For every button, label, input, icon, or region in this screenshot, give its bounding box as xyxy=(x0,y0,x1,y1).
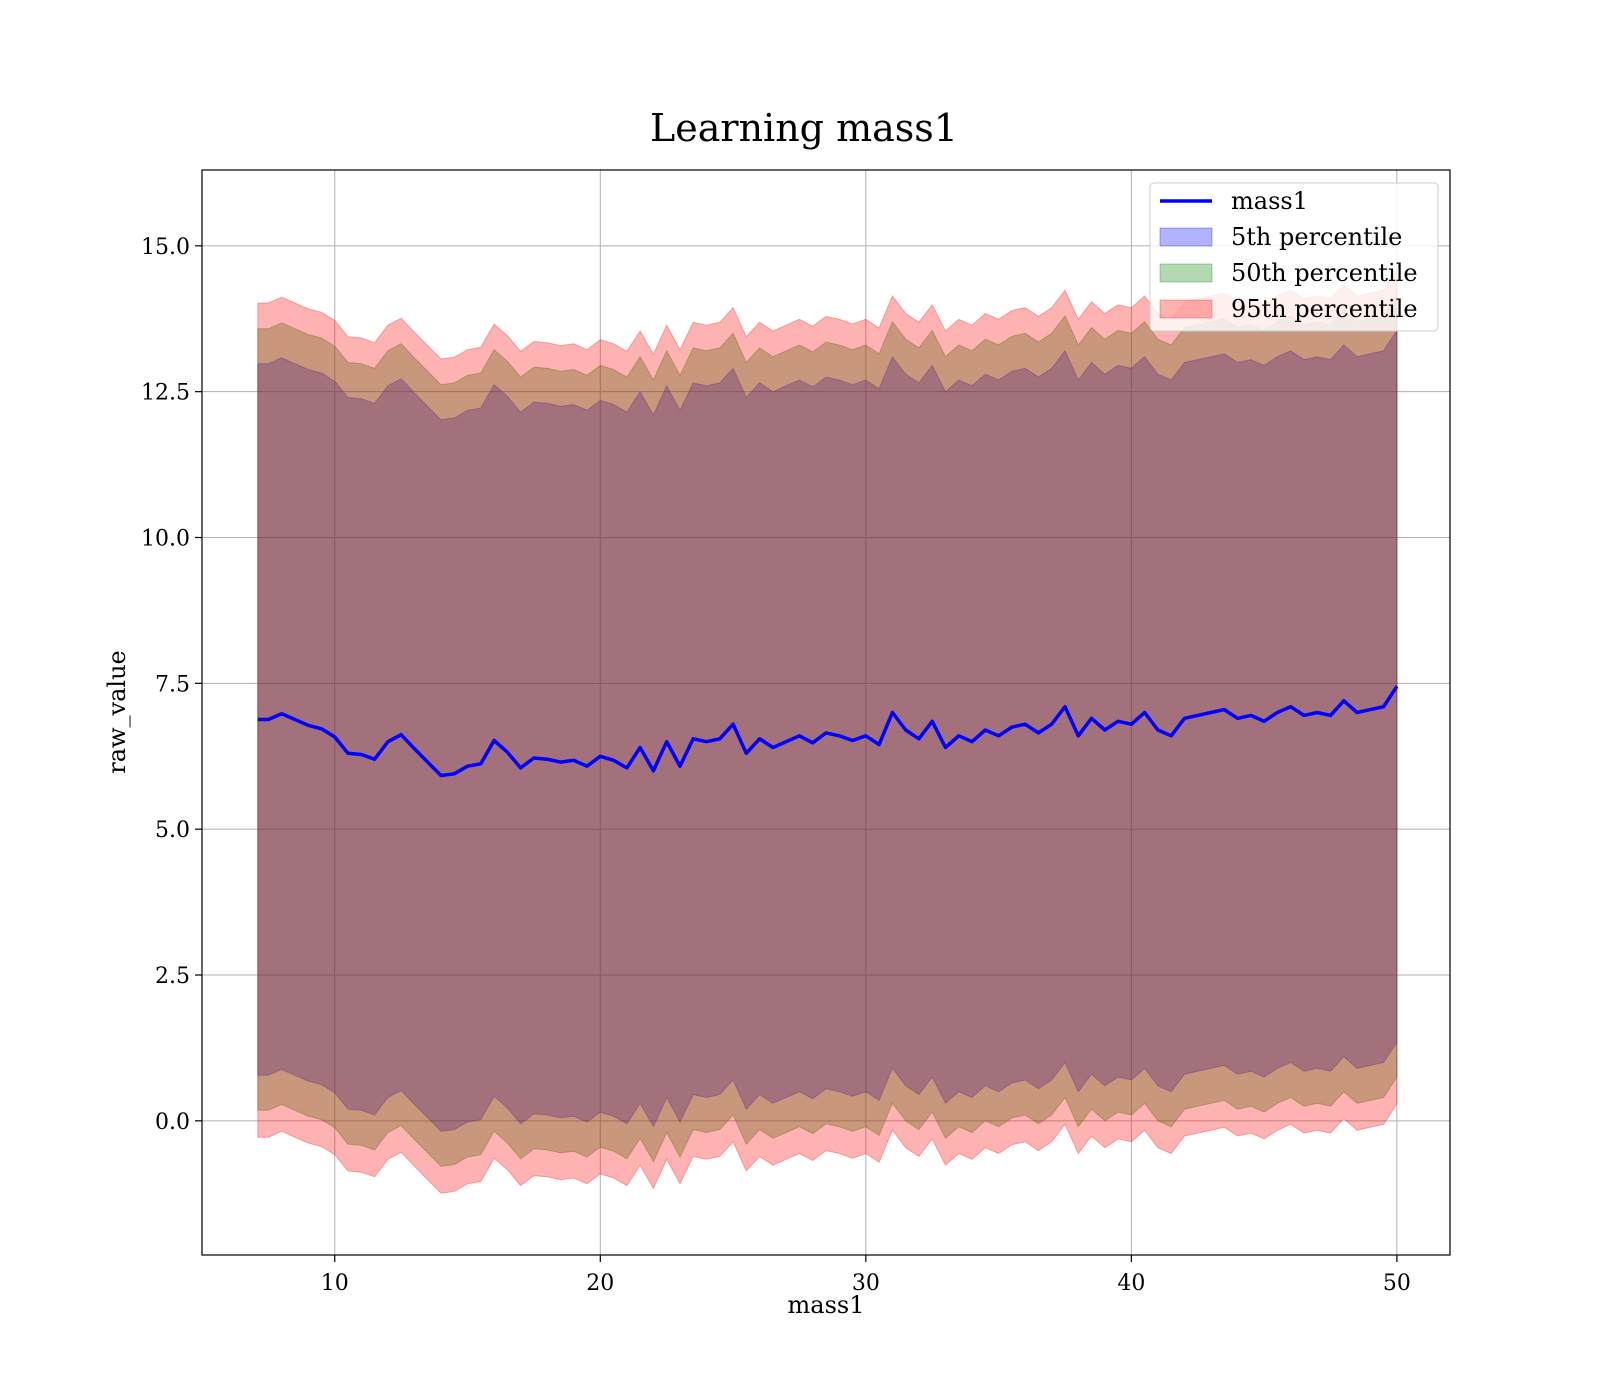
band-5th-percentile xyxy=(257,328,1398,1132)
series-lines xyxy=(257,685,1399,778)
x-tick-label: 20 xyxy=(586,1271,614,1296)
legend-swatch-95th xyxy=(1159,299,1213,319)
x-tick-label: 10 xyxy=(321,1271,349,1296)
y-tick-label: 5.0 xyxy=(155,818,190,843)
legend-label-95th: 95th percentile xyxy=(1231,295,1418,323)
x-tick-label: 30 xyxy=(852,1271,880,1296)
y-tick-label: 12.5 xyxy=(141,381,190,406)
legend-swatch-50th xyxy=(1159,263,1213,283)
x-tick-label: 40 xyxy=(1117,1271,1145,1296)
x-axis-label: mass1 xyxy=(788,1291,865,1319)
legend-label-mass1: mass1 xyxy=(1231,187,1308,215)
y-tick-label: 7.5 xyxy=(155,672,190,697)
y-tick-label: 0.0 xyxy=(155,1110,190,1135)
y-axis-label: raw_value xyxy=(103,650,131,774)
legend-swatch-5th xyxy=(1159,227,1213,247)
legend-label-50th: 50th percentile xyxy=(1231,259,1418,287)
chart-title: Learning mass1 xyxy=(650,106,958,150)
grid-lines xyxy=(202,170,1450,1255)
plot-frame xyxy=(201,169,1451,1256)
y-axis-ticks: 0.0 2.5 5.0 7.5 10.0 12.5 15.0 xyxy=(141,235,202,1135)
x-tick-label: 50 xyxy=(1383,1271,1411,1296)
y-tick-label: 10.0 xyxy=(141,527,190,552)
legend: mass1 5th percentile 50th percentile 95t… xyxy=(1149,182,1439,332)
y-tick-label: 15.0 xyxy=(141,235,190,260)
band-50th-percentile xyxy=(257,293,1398,1167)
x-axis-ticks: 10 20 30 40 50 xyxy=(321,1255,1411,1296)
y-tick-label: 2.5 xyxy=(155,964,190,989)
series-line-mass1 xyxy=(257,685,1399,778)
legend-box xyxy=(1149,182,1439,332)
legend-label-5th: 5th percentile xyxy=(1231,223,1402,251)
